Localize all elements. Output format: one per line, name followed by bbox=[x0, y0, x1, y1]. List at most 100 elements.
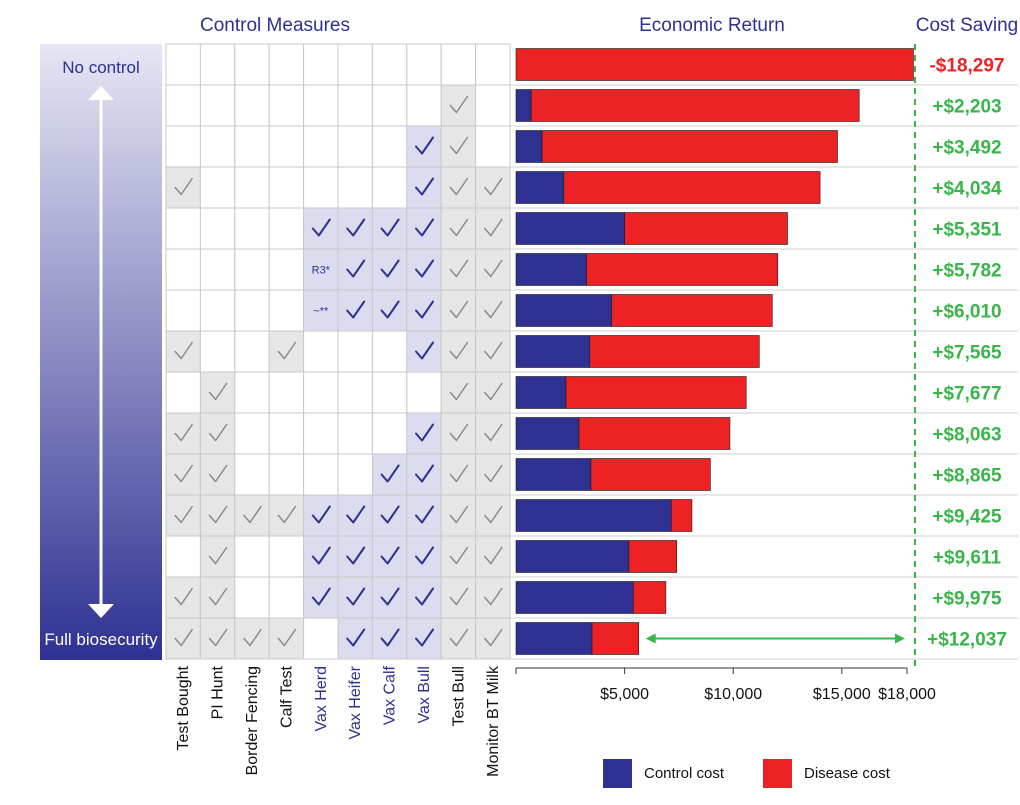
grid-cell bbox=[165, 166, 201, 209]
economic-return-header: Economic Return bbox=[639, 15, 785, 36]
cost-saving-label: +$9,611 bbox=[933, 548, 1002, 569]
grid-cell bbox=[475, 494, 511, 537]
scale-arrow-up-icon bbox=[88, 86, 114, 100]
grid-cell bbox=[234, 494, 270, 537]
checkmark-icon bbox=[174, 587, 193, 606]
grid-cell bbox=[475, 166, 511, 209]
checkmark-icon bbox=[449, 177, 469, 196]
checkmark-icon bbox=[380, 628, 400, 647]
grid-cell bbox=[165, 207, 201, 250]
control-cost-bar bbox=[515, 417, 580, 450]
grid-cell bbox=[371, 84, 408, 127]
grid-cell bbox=[406, 207, 442, 250]
cost-saving-label: +$7,565 bbox=[932, 343, 1002, 364]
control-cost-bar bbox=[515, 376, 567, 409]
grid-cell bbox=[268, 289, 305, 332]
x-tick-label: $5,000 bbox=[600, 686, 649, 703]
cost-saving-label: +$12,037 bbox=[927, 630, 1007, 651]
control-cost-bar bbox=[515, 130, 543, 163]
grid-cell bbox=[371, 289, 408, 332]
checkmark-icon bbox=[484, 464, 503, 483]
checkmark-icon bbox=[484, 546, 503, 565]
checkmark-icon bbox=[449, 300, 469, 319]
scale-arrow-down-icon bbox=[88, 604, 114, 618]
grid-cell bbox=[234, 289, 270, 332]
grid-cell bbox=[371, 330, 408, 373]
checkmark-icon bbox=[449, 464, 469, 483]
grid-cell bbox=[406, 453, 442, 496]
grid-cell bbox=[303, 617, 339, 660]
checkmark-icon bbox=[208, 505, 228, 524]
checkmark-icon bbox=[449, 628, 469, 647]
checkmark-icon bbox=[380, 300, 400, 319]
checkmark-icon bbox=[415, 259, 434, 278]
checkmark-icon bbox=[346, 546, 366, 565]
grid-cell bbox=[337, 289, 373, 332]
checkmark-icon bbox=[380, 218, 400, 237]
disease-cost-bar bbox=[541, 130, 838, 163]
checkmark-icon bbox=[484, 423, 503, 442]
grid-cell bbox=[303, 494, 339, 537]
grid-cell bbox=[234, 412, 270, 455]
grid-cell bbox=[475, 248, 511, 291]
grid-cell bbox=[440, 166, 477, 209]
checkmark-icon bbox=[277, 341, 297, 360]
grid-cell bbox=[440, 207, 477, 250]
grid-cell bbox=[406, 576, 442, 619]
disease-cost-bar bbox=[591, 622, 640, 655]
grid-cell-note: ~** bbox=[313, 306, 329, 318]
grid-cell bbox=[440, 453, 477, 496]
x-axis: $5,000 $10,000 $15,000 $18,000 bbox=[515, 667, 936, 703]
checkmark-icon bbox=[346, 218, 366, 237]
checkmark-icon bbox=[484, 218, 503, 237]
checkmark-icon bbox=[311, 218, 331, 237]
checkmark-icon bbox=[380, 259, 400, 278]
grid-cell bbox=[303, 166, 339, 209]
control-cost-bar bbox=[515, 212, 625, 245]
grid-cell bbox=[165, 248, 201, 291]
cost-saving-label: +$7,677 bbox=[932, 384, 1001, 405]
checkmark-icon bbox=[208, 464, 228, 483]
grid-cell bbox=[475, 43, 511, 86]
control-cost-bar bbox=[515, 171, 565, 204]
checkmark-icon bbox=[449, 587, 469, 606]
grid-cell bbox=[268, 248, 305, 291]
measure-label: Calf Test bbox=[278, 665, 295, 728]
legend-swatch bbox=[603, 759, 632, 788]
checkmark-icon bbox=[243, 628, 262, 647]
grid-cell bbox=[303, 412, 339, 455]
grid-cell bbox=[475, 535, 511, 578]
grid-cell bbox=[234, 371, 270, 414]
grid-cell bbox=[303, 289, 339, 332]
measure-label: Monitor BT Milk bbox=[485, 665, 502, 777]
grid-cell bbox=[303, 43, 339, 86]
checkmark-icon bbox=[277, 505, 297, 524]
grid-cell bbox=[303, 84, 339, 127]
grid-cell bbox=[268, 125, 305, 168]
grid-cell bbox=[199, 576, 236, 619]
grid-cell bbox=[165, 535, 201, 578]
checkmark-icon bbox=[449, 505, 469, 524]
grid-cell bbox=[440, 412, 477, 455]
grid-cell bbox=[406, 248, 442, 291]
grid-cell bbox=[199, 617, 236, 660]
grid-cell bbox=[268, 166, 305, 209]
grid-cell bbox=[475, 576, 511, 619]
grid-cell bbox=[165, 289, 201, 332]
grid-cell bbox=[475, 207, 511, 250]
grid-cell bbox=[475, 617, 511, 660]
grid-cell bbox=[165, 84, 201, 127]
grid-cell bbox=[234, 330, 270, 373]
cost-saving-label: +$2,203 bbox=[932, 97, 1001, 118]
grid-cell bbox=[371, 576, 408, 619]
measure-label: Test Bought bbox=[175, 665, 192, 750]
grid-cell bbox=[199, 494, 236, 537]
grid-cell bbox=[440, 289, 477, 332]
checkmark-icon bbox=[174, 505, 193, 524]
legend-label: Disease cost bbox=[804, 765, 891, 782]
control-cost-bar bbox=[515, 294, 612, 327]
checkmark-icon bbox=[311, 505, 331, 524]
grid-cell bbox=[268, 576, 305, 619]
grid-cell bbox=[234, 166, 270, 209]
grid-cell bbox=[371, 371, 408, 414]
